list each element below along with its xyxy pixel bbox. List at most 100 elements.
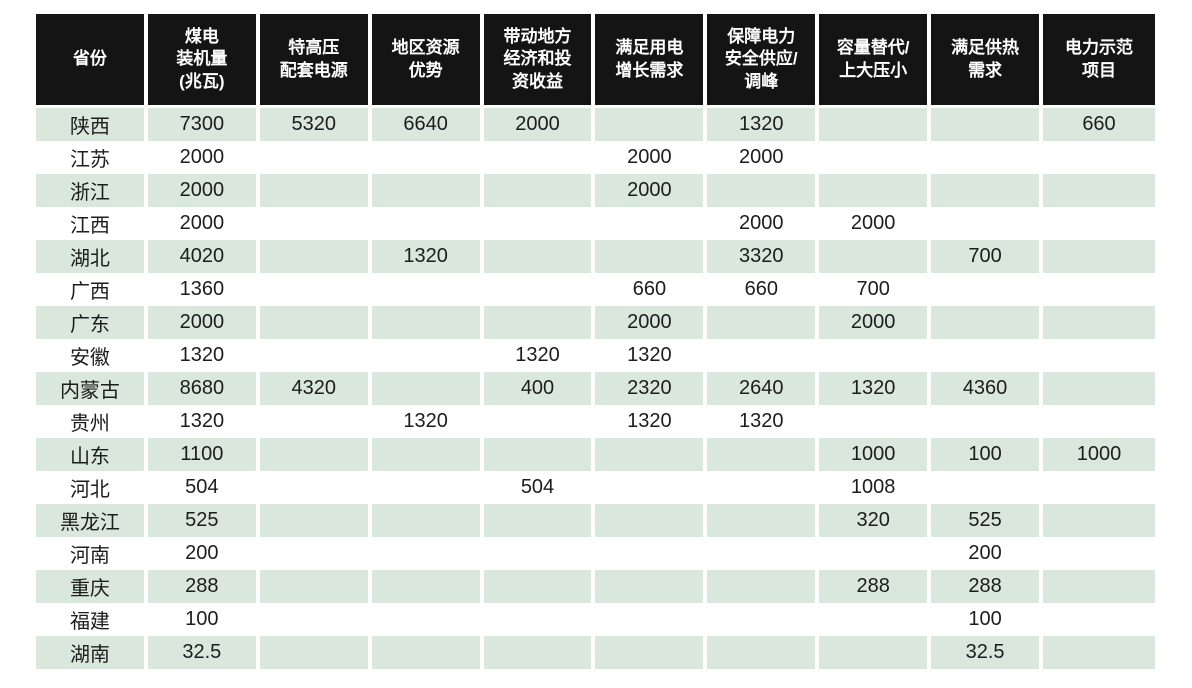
province-cell: 河北 bbox=[36, 471, 148, 504]
value-cell: 700 bbox=[931, 240, 1044, 273]
value-cell bbox=[259, 273, 372, 306]
table-row: 广西 1360 660 660 700 bbox=[36, 273, 1155, 306]
value-cell bbox=[259, 636, 372, 669]
value-cell: 2000 bbox=[595, 141, 708, 174]
table-row: 陕西 7300 5320 6640 2000 1320 660 bbox=[36, 108, 1155, 141]
table-body: 陕西 7300 5320 6640 2000 1320 660 江苏 2000 2000 2000 浙… bbox=[36, 108, 1155, 669]
value-cell bbox=[483, 273, 596, 306]
column-header: 带动地方 经济和投 资收益 bbox=[483, 14, 596, 108]
value-cell bbox=[371, 273, 484, 306]
province-cell: 广东 bbox=[36, 306, 148, 339]
value-cell bbox=[483, 174, 596, 207]
value-cell: 525 bbox=[931, 504, 1044, 537]
table-row: 山东 1100 1000 100 1000 bbox=[36, 438, 1155, 471]
value-cell bbox=[483, 603, 596, 636]
value-cell: 1000 bbox=[1043, 438, 1155, 471]
value-cell bbox=[707, 306, 820, 339]
value-cell: 320 bbox=[819, 504, 932, 537]
value-cell bbox=[483, 636, 596, 669]
value-cell: 700 bbox=[819, 273, 932, 306]
table-row: 江西 2000 2000 2000 bbox=[36, 207, 1155, 240]
column-header: 保障电力 安全供应/ 调峰 bbox=[707, 14, 820, 108]
value-cell: 525 bbox=[147, 504, 260, 537]
value-cell: 288 bbox=[819, 570, 932, 603]
value-cell: 660 bbox=[595, 273, 708, 306]
value-cell: 32.5 bbox=[931, 636, 1044, 669]
value-cell bbox=[483, 537, 596, 570]
table-row: 黑龙江 525 320 525 bbox=[36, 504, 1155, 537]
value-cell: 2640 bbox=[707, 372, 820, 405]
value-cell: 288 bbox=[147, 570, 260, 603]
value-cell bbox=[259, 339, 372, 372]
table-header-row: 省份 煤电 装机量 (兆瓦) 特高压 配套电源 地区资源 优势 带动地方 经济和投 资收… bbox=[36, 14, 1155, 108]
value-cell: 6640 bbox=[371, 108, 484, 141]
value-cell bbox=[1043, 273, 1155, 306]
value-cell bbox=[595, 240, 708, 273]
value-cell bbox=[483, 207, 596, 240]
value-cell: 660 bbox=[707, 273, 820, 306]
value-cell bbox=[1043, 405, 1155, 438]
province-cell: 重庆 bbox=[36, 570, 148, 603]
value-cell bbox=[819, 240, 932, 273]
value-cell bbox=[1043, 603, 1155, 636]
column-header: 地区资源 优势 bbox=[371, 14, 484, 108]
value-cell: 1100 bbox=[147, 438, 260, 471]
value-cell bbox=[483, 141, 596, 174]
value-cell: 4020 bbox=[147, 240, 260, 273]
value-cell bbox=[707, 636, 820, 669]
value-cell: 1320 bbox=[707, 108, 820, 141]
province-cell: 江苏 bbox=[36, 141, 148, 174]
value-cell bbox=[259, 471, 372, 504]
value-cell: 1320 bbox=[147, 405, 260, 438]
value-cell bbox=[1043, 372, 1155, 405]
value-cell bbox=[259, 603, 372, 636]
value-cell bbox=[483, 405, 596, 438]
value-cell: 3320 bbox=[707, 240, 820, 273]
value-cell: 4360 bbox=[931, 372, 1044, 405]
province-cell: 湖北 bbox=[36, 240, 148, 273]
value-cell bbox=[371, 504, 484, 537]
province-cell: 河南 bbox=[36, 537, 148, 570]
value-cell bbox=[259, 504, 372, 537]
value-cell bbox=[483, 306, 596, 339]
value-cell bbox=[931, 405, 1044, 438]
value-cell bbox=[819, 108, 932, 141]
value-cell: 2000 bbox=[147, 174, 260, 207]
table-row: 贵州 1320 1320 1320 1320 bbox=[36, 405, 1155, 438]
value-cell: 100 bbox=[931, 438, 1044, 471]
value-cell bbox=[371, 207, 484, 240]
value-cell bbox=[483, 570, 596, 603]
value-cell: 400 bbox=[483, 372, 596, 405]
value-cell bbox=[595, 537, 708, 570]
column-header: 特高压 配套电源 bbox=[259, 14, 372, 108]
value-cell: 1320 bbox=[595, 405, 708, 438]
table-row: 内蒙古 8680 4320 400 2320 2640 1320 4360 bbox=[36, 372, 1155, 405]
value-cell bbox=[1043, 306, 1155, 339]
value-cell bbox=[371, 636, 484, 669]
column-header: 煤电 装机量 (兆瓦) bbox=[147, 14, 260, 108]
value-cell bbox=[259, 141, 372, 174]
value-cell bbox=[259, 570, 372, 603]
value-cell: 5320 bbox=[259, 108, 372, 141]
value-cell bbox=[819, 405, 932, 438]
province-cell: 湖南 bbox=[36, 636, 148, 669]
province-cell: 广西 bbox=[36, 273, 148, 306]
value-cell bbox=[1043, 504, 1155, 537]
value-cell: 1320 bbox=[819, 372, 932, 405]
value-cell bbox=[931, 339, 1044, 372]
value-cell bbox=[707, 174, 820, 207]
value-cell: 1000 bbox=[819, 438, 932, 471]
value-cell bbox=[371, 372, 484, 405]
value-cell bbox=[931, 141, 1044, 174]
value-cell bbox=[819, 174, 932, 207]
value-cell: 660 bbox=[1043, 108, 1155, 141]
value-cell: 1320 bbox=[147, 339, 260, 372]
value-cell bbox=[371, 471, 484, 504]
value-cell bbox=[259, 405, 372, 438]
value-cell: 200 bbox=[147, 537, 260, 570]
value-cell bbox=[595, 504, 708, 537]
value-cell bbox=[1043, 207, 1155, 240]
value-cell: 504 bbox=[483, 471, 596, 504]
value-cell bbox=[707, 438, 820, 471]
value-cell bbox=[595, 636, 708, 669]
